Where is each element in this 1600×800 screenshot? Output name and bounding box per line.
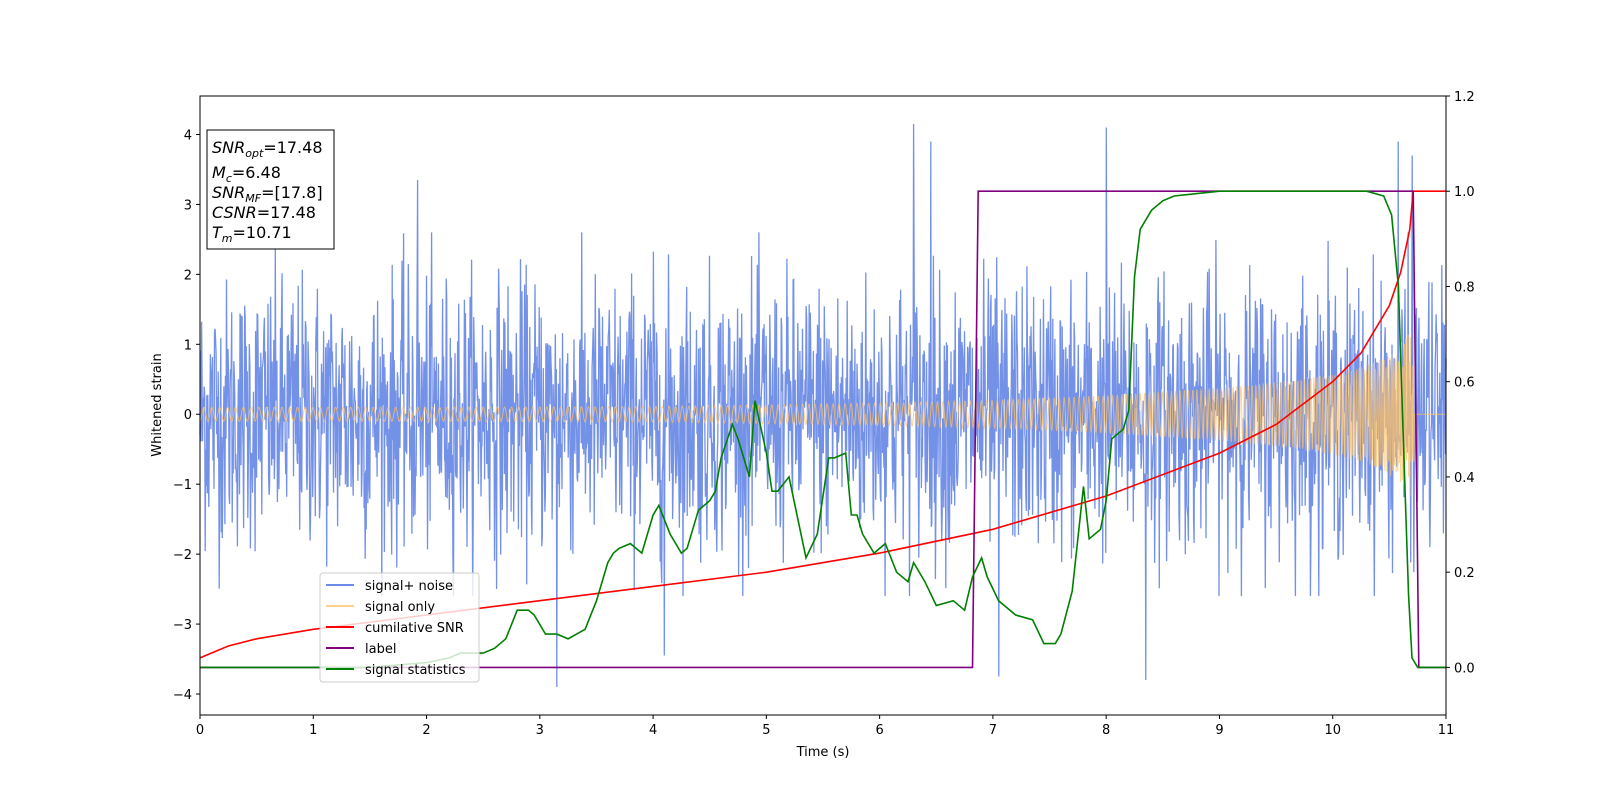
annotation-frame (206, 129, 335, 250)
y-tick-label-left: −3 (173, 618, 192, 633)
series-line-signal-only (199, 334, 1446, 497)
legend-frame (319, 572, 480, 683)
y-tick-label-right: 0.4 (1454, 471, 1475, 486)
annotation-variable: CSNR (212, 203, 257, 222)
y-ticks-left: −4 −3 −2 −1 0 1 2 3 4 (173, 128, 200, 703)
x-tick-label: 10 (1324, 723, 1341, 738)
annotation-subscript: c (226, 172, 232, 185)
annotation-variable: T (212, 223, 223, 242)
x-tick-label: 2 (422, 723, 430, 738)
x-tick-label: 8 (1102, 723, 1110, 738)
y-tick-label-left: 0 (184, 408, 192, 423)
y-ticks-right: 0.0 0.2 0.4 0.6 0.8 1.0 1.2 (1446, 90, 1475, 676)
y-tick-label-left: −2 (173, 548, 192, 563)
x-ticks: 0 1 2 3 4 5 6 7 8 9 10 11 (196, 715, 1454, 738)
y-tick-label-left: 4 (184, 128, 192, 143)
annotation-line: Mc=6.48 (212, 163, 281, 185)
y-tick-label-right: 1.2 (1454, 90, 1475, 105)
plot-frame (199, 95, 1447, 716)
annotation-line: SNRMF=[17.8] (212, 183, 323, 205)
annotation-variable: SNR (212, 183, 245, 202)
x-tick-label: 0 (196, 723, 204, 738)
annotation-subscript: opt (245, 147, 264, 160)
legend-label: signal+ noise (365, 579, 453, 594)
annotation-box: SNRopt=17.48Mc=6.48SNRMF=[17.8]CSNR=17.4… (206, 129, 335, 250)
annotation-value: =17.48 (257, 203, 316, 222)
legend-label: signal only (365, 600, 435, 615)
annotation-subscript: m (222, 232, 233, 245)
x-tick-label: 5 (762, 723, 770, 738)
y-tick-label-right: 0.6 (1454, 376, 1475, 391)
annotation-line: SNRopt=17.48 (212, 138, 323, 160)
y-tick-label-left: 1 (184, 338, 192, 353)
annotation-value: =10.71 (233, 223, 292, 242)
x-tick-label: 6 (875, 723, 883, 738)
annotation-subscript: MF (245, 192, 261, 205)
y-tick-label-left: 3 (184, 198, 192, 213)
annotation-value: =6.48 (232, 163, 281, 182)
annotation-value: =[17.8] (261, 183, 323, 202)
legend: signal+ noise signal only cumilative SNR la… (319, 572, 480, 683)
y-tick-label-left: −4 (173, 688, 192, 703)
annotation-value: =17.48 (263, 138, 322, 157)
series-line-signal-statistics (200, 190, 1446, 669)
y-tick-label-right: 0.0 (1454, 661, 1475, 676)
annotation-variable: SNR (212, 138, 245, 157)
annotation-line: CSNR=17.48 (212, 203, 316, 222)
x-tick-label: 1 (309, 723, 317, 738)
x-axis-label: Time (s) (796, 745, 850, 760)
y-tick-label-right: 0.8 (1454, 280, 1475, 295)
legend-label: label (365, 642, 396, 657)
y-tick-label-left: 2 (184, 268, 192, 283)
x-tick-label: 4 (649, 723, 657, 738)
x-tick-label: 9 (1215, 723, 1223, 738)
y-tick-label-left: −1 (173, 478, 192, 493)
y-tick-label-right: 0.2 (1454, 566, 1475, 581)
legend-label: signal statistics (365, 663, 466, 678)
x-tick-label: 3 (536, 723, 544, 738)
y-axis-label: Whitened strain (150, 353, 165, 456)
series-line-signal-noise (199, 123, 1447, 688)
x-tick-label: 11 (1438, 723, 1455, 738)
x-tick-label: 7 (989, 723, 997, 738)
legend-label: cumilative SNR (365, 621, 464, 636)
annotation-variable: M (212, 163, 226, 182)
annotation-line: Tm=10.71 (212, 223, 292, 245)
y-tick-label-right: 1.0 (1454, 185, 1475, 200)
